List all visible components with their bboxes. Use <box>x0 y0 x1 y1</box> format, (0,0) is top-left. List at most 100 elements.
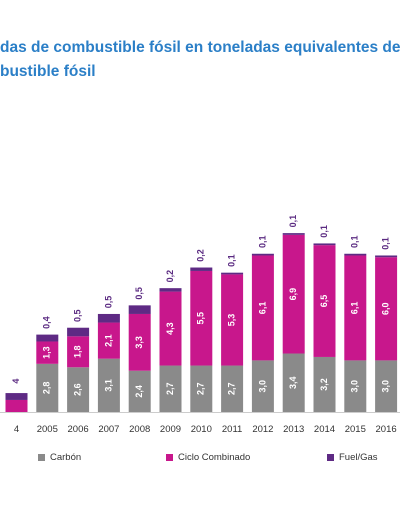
data-label-ciclo-combinado-2014: 6,5 <box>319 295 329 308</box>
bar-segment-carbon-2006 <box>67 367 90 412</box>
bar-segment-fuel-gas-2015 <box>344 253 367 256</box>
data-label-ciclo-combinado-2015: 6,1 <box>350 302 360 315</box>
bar-segment-carbon-2005 <box>36 363 59 412</box>
legend-item-carbon: Carbón <box>38 452 81 463</box>
data-label-carbon-2016: 3,0 <box>380 380 390 393</box>
data-label-fuel-gas-2013: 0,1 <box>288 215 298 228</box>
bar-segment-fuel-gas-2008 <box>128 305 151 314</box>
x-tick-label-4: 4 <box>14 424 19 435</box>
data-label-carbon-2009: 2,7 <box>165 383 175 396</box>
bar-segment-carbon-2011 <box>221 365 244 412</box>
bar-segment-fuel-gas-4 <box>5 393 28 400</box>
legend-item-fuel-gas: Fuel/Gas <box>327 452 378 463</box>
x-tick-label-2010: 2010 <box>191 424 212 435</box>
bar-segment-fuel-gas-2011 <box>221 272 244 275</box>
data-label-ciclo-combinado-2006: 1,8 <box>72 346 82 359</box>
x-tick-label-2013: 2013 <box>283 424 304 435</box>
bar-segment-ciclo-combinado-2013 <box>282 234 305 354</box>
x-tick-label-2007: 2007 <box>98 424 119 435</box>
legend-label-carbon: Carbón <box>50 452 82 463</box>
bar-segment-fuel-gas-2009 <box>159 288 182 292</box>
bar-segment-carbon-2010 <box>190 365 213 412</box>
data-label-ciclo-combinado-2011: 5,3 <box>226 314 236 327</box>
x-tick-label-2006: 2006 <box>68 424 89 435</box>
bar-segment-ciclo-combinado-2015 <box>344 255 367 361</box>
data-label-ciclo-combinado-2009: 4,3 <box>165 322 175 335</box>
data-label-fuel-gas-2016: 0,1 <box>380 237 390 250</box>
legend-label-ciclo-combinado: Ciclo Combinado <box>178 452 251 463</box>
chart-title-line-2: bustible fósil <box>0 63 96 80</box>
bar-segment-ciclo-combinado-2008 <box>128 313 151 371</box>
bar-segment-ciclo-combinado-2009 <box>159 291 182 366</box>
data-label-carbon-2015: 3,0 <box>350 380 360 393</box>
data-label-carbon-2014: 3,2 <box>319 378 329 391</box>
bar-segment-ciclo-combinado-4 <box>5 399 28 412</box>
bar-segment-ciclo-combinado-2005 <box>36 341 59 364</box>
data-label-carbon-2011: 2,7 <box>226 383 236 396</box>
legend-item-ciclo-combinado: Ciclo Combinado <box>166 452 250 463</box>
data-label-fuel-gas-2007: 0,5 <box>103 296 113 309</box>
chart-title-line-1: das de combustible fósil en toneladas eq… <box>0 39 400 56</box>
bar-segment-fuel-gas-2005 <box>36 334 59 342</box>
data-label-fuel-gas-2011: 0,1 <box>226 254 236 267</box>
data-label-carbon-2007: 3,1 <box>103 379 113 392</box>
data-label-ciclo-combinado-2008: 3,3 <box>134 336 144 349</box>
data-label-fuel-gas-2015: 0,1 <box>350 236 360 249</box>
bar-segment-carbon-2012 <box>251 360 274 412</box>
bar-segment-carbon-2008 <box>128 370 151 412</box>
x-tick-label-2009: 2009 <box>160 424 181 435</box>
bar-segment-ciclo-combinado-2016 <box>375 257 398 361</box>
legend-label-fuel-gas: Fuel/Gas <box>339 452 378 463</box>
data-label-fuel-gas-2008: 0,5 <box>134 287 144 300</box>
data-label-fuel-gas-2012: 0,1 <box>257 236 267 249</box>
data-label-carbon-2005: 2,8 <box>42 382 52 395</box>
bar-segment-carbon-2014 <box>313 356 336 412</box>
data-label-carbon-2013: 3,4 <box>288 377 298 390</box>
data-label-carbon-2008: 2,4 <box>134 385 144 398</box>
data-label-fuel-gas-2014: 0,1 <box>319 225 329 238</box>
data-label-fuel-gas-2005: 0,4 <box>42 316 52 329</box>
x-tick-label-2016: 2016 <box>376 424 397 435</box>
data-label-ciclo-combinado-2010: 5,5 <box>196 312 206 325</box>
bar-segment-carbon-2013 <box>282 353 305 412</box>
data-label-ciclo-combinado-2013: 6,9 <box>288 288 298 301</box>
data-label-fuel-gas-2009: 0,2 <box>165 270 175 283</box>
x-tick-label-2014: 2014 <box>314 424 335 435</box>
bar-segment-fuel-gas-2006 <box>67 327 90 337</box>
x-tick-label-2012: 2012 <box>252 424 273 435</box>
bar-segment-fuel-gas-2016 <box>375 255 398 258</box>
bar-segment-ciclo-combinado-2010 <box>190 270 213 366</box>
bar-segment-fuel-gas-2012 <box>251 253 274 256</box>
data-label-carbon-2006: 2,6 <box>72 383 82 396</box>
data-label-carbon-2010: 2,7 <box>196 383 206 396</box>
bar-segment-fuel-gas-2013 <box>282 233 305 235</box>
data-label-carbon-2012: 3,0 <box>257 380 267 393</box>
bar-segment-ciclo-combinado-2012 <box>251 255 274 361</box>
x-tick-label-2005: 2005 <box>37 424 58 435</box>
bar-segment-ciclo-combinado-2014 <box>313 245 336 357</box>
x-tick-label-2015: 2015 <box>345 424 366 435</box>
legend-swatch-ciclo-combinado <box>166 454 173 461</box>
x-tick-label-2011: 2011 <box>222 424 242 435</box>
bar-segment-fuel-gas-2010 <box>190 267 213 271</box>
x-tick-label-2008: 2008 <box>129 424 150 435</box>
bar-segment-fuel-gas-2007 <box>97 313 120 323</box>
data-label-ciclo-combinado-2005: 1,3 <box>42 346 52 359</box>
bar-segment-carbon-2009 <box>159 365 182 412</box>
bar-segment-fuel-gas-2014 <box>313 243 336 246</box>
data-label-ciclo-combinado-2007: 2,1 <box>103 334 113 347</box>
bar-segment-carbon-2016 <box>375 360 398 412</box>
data-label-fuel-gas-4: 4 <box>11 379 21 384</box>
data-label-ciclo-combinado-2016: 6,0 <box>380 303 390 316</box>
data-label-fuel-gas-2010: 0,2 <box>196 249 206 262</box>
bar-segment-carbon-2007 <box>97 358 120 412</box>
legend-swatch-carbon <box>38 454 45 461</box>
data-label-fuel-gas-2006: 0,5 <box>72 309 82 322</box>
legend-swatch-fuel-gas <box>327 454 334 461</box>
bar-segment-carbon-2015 <box>344 360 367 412</box>
bar-segment-ciclo-combinado-2006 <box>67 336 90 368</box>
data-label-ciclo-combinado-2012: 6,1 <box>257 302 267 315</box>
bar-segment-ciclo-combinado-2011 <box>221 274 244 366</box>
bar-segment-ciclo-combinado-2007 <box>97 322 120 359</box>
